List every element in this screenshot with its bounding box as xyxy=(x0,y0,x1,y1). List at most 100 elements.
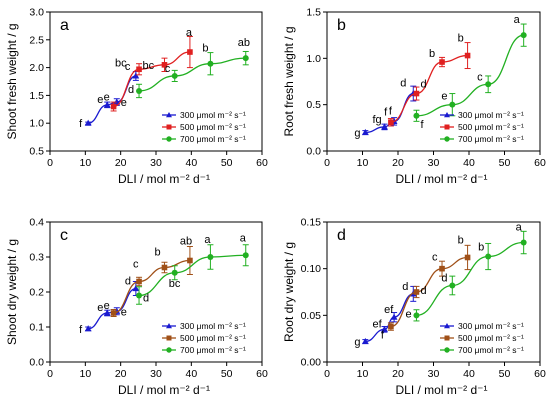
x-tick-label: 50 xyxy=(499,368,511,380)
data-point xyxy=(449,101,456,108)
legend: 300 μmol m⁻² s⁻¹ 500 μmol m⁻² s⁻¹ 700 μmol… xyxy=(162,321,246,355)
legend-marker xyxy=(444,124,450,130)
significance-letter: d xyxy=(125,276,131,288)
data-point xyxy=(413,90,420,97)
significance-letter: b xyxy=(429,48,435,60)
legend-label: 700 μmol m⁻² s⁻¹ xyxy=(180,345,246,355)
data-point xyxy=(242,55,249,62)
significance-letter: e xyxy=(97,94,103,106)
panel-d: 0 10 20 30 40 50 60 0.00 0.05 0.10 0.15 DLI / mol m… xyxy=(282,217,546,398)
y-tick-label: 0.3 xyxy=(29,252,44,264)
data-point xyxy=(520,32,527,39)
series-1: fe ec xyxy=(79,61,140,130)
x-tick-label: 20 xyxy=(115,368,127,380)
y-tick-label: 1.0 xyxy=(29,118,44,130)
legend-label: 700 μmol m⁻² s⁻¹ xyxy=(180,134,246,144)
significance-letter: c xyxy=(133,259,139,271)
x-tick-label: 30 xyxy=(428,368,440,380)
x-tick-label: 20 xyxy=(392,157,404,169)
y-tick-label: 1.5 xyxy=(29,90,44,102)
significance-letter: d xyxy=(400,78,406,90)
x-axis-title: DLI / mol m⁻² d⁻¹ xyxy=(395,172,487,186)
x-tick-label: 10 xyxy=(79,368,91,380)
significance-letter: g xyxy=(354,127,360,139)
data-point xyxy=(390,313,398,320)
y-tick-label: 0.0 xyxy=(306,146,321,158)
x-tick-label: 40 xyxy=(463,368,475,380)
panel-label: b xyxy=(337,17,346,34)
legend-marker xyxy=(444,136,450,142)
data-point xyxy=(413,312,420,319)
y-tick-label: 0.5 xyxy=(29,146,44,158)
x-tick-label: 60 xyxy=(256,368,268,380)
fit-curve xyxy=(390,256,468,328)
data-point xyxy=(136,278,142,285)
legend-marker xyxy=(444,335,450,341)
x-tick-label: 40 xyxy=(185,368,197,380)
data-point xyxy=(485,253,492,260)
data-point xyxy=(132,72,140,79)
data-point xyxy=(110,310,117,316)
data-point xyxy=(413,112,420,119)
y-tick-label: 0.1 xyxy=(29,322,44,334)
data-point xyxy=(113,98,121,105)
x-tick-label: 40 xyxy=(185,157,197,169)
significance-letter: bc xyxy=(142,60,154,72)
significance-letter: f xyxy=(381,330,385,342)
x-tick-label: 20 xyxy=(115,157,127,169)
significance-letter: d xyxy=(143,293,149,305)
significance-letter: f xyxy=(420,119,424,131)
significance-letter: e xyxy=(104,300,110,312)
significance-letter: g xyxy=(354,336,360,348)
significance-letter: f xyxy=(389,105,393,117)
significance-letter: d xyxy=(420,79,426,91)
data-point xyxy=(439,59,445,65)
y-tick-label: 0.5 xyxy=(306,99,321,111)
legend: 300 μmol m⁻² s⁻¹ 500 μmol m⁻² s⁻¹ 700 μmol… xyxy=(162,110,246,144)
data-point xyxy=(84,325,92,332)
significance-letter: d xyxy=(128,84,134,96)
series-2: f d b b xyxy=(387,33,471,127)
x-tick-label: 60 xyxy=(534,157,546,169)
significance-letter: a xyxy=(516,222,523,234)
x-tick-label: 30 xyxy=(150,157,162,169)
significance-letter: bc xyxy=(115,57,127,69)
data-point xyxy=(161,264,168,271)
x-tick-label: 10 xyxy=(357,368,369,380)
x-tick-label: 60 xyxy=(534,368,546,380)
significance-letter: ab xyxy=(180,236,192,248)
significance-letter: ef xyxy=(384,304,394,316)
significance-letter: e xyxy=(104,92,110,104)
y-tick-label: 0.10 xyxy=(301,263,322,275)
x-tick-label: 10 xyxy=(357,157,369,169)
significance-letter: bc xyxy=(169,278,181,290)
legend-label: 300 μmol m⁻² s⁻¹ xyxy=(458,321,524,331)
panel-label: c xyxy=(60,227,68,244)
data-point xyxy=(103,309,111,316)
significance-letter: ab xyxy=(238,37,250,49)
data-point xyxy=(136,292,143,299)
fit-curve xyxy=(390,54,468,123)
legend-label: 300 μmol m⁻² s⁻¹ xyxy=(180,110,246,120)
y-tick-label: 0.05 xyxy=(301,310,322,322)
data-point xyxy=(136,66,142,73)
x-axis-title: DLI / mol m⁻² d⁻¹ xyxy=(118,172,210,186)
fit-curve xyxy=(113,51,190,108)
legend-marker xyxy=(166,124,172,130)
data-point xyxy=(464,52,471,59)
series-1: g fgf d xyxy=(354,78,417,139)
legend: 300 μmol m⁻² s⁻¹ 500 μmol m⁻² s⁻¹ 700 μmol… xyxy=(440,321,524,355)
significance-letter: e xyxy=(121,97,127,109)
x-tick-label: 30 xyxy=(428,157,440,169)
x-tick-label: 20 xyxy=(392,368,404,380)
significance-letter: e xyxy=(441,91,447,103)
y-tick-label: 0.2 xyxy=(29,287,44,299)
data-point xyxy=(520,239,527,246)
y-tick-label: 0.0 xyxy=(29,357,44,369)
significance-letter: f xyxy=(79,118,83,130)
fit-curve xyxy=(416,34,524,117)
data-point xyxy=(110,103,117,110)
significance-letter: c xyxy=(432,252,438,264)
legend-marker xyxy=(444,347,450,353)
